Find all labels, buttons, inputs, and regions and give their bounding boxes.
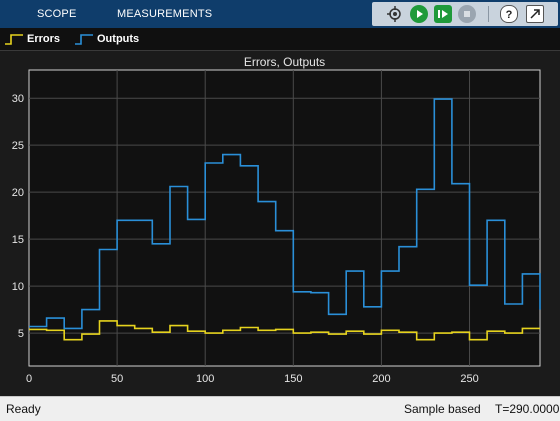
series-line-outputs — [29, 98, 541, 330]
stop-icon[interactable] — [458, 5, 476, 23]
simulation-controls: ? — [372, 2, 558, 26]
step-forward-icon[interactable] — [434, 5, 452, 23]
y-tick-label-4: 25 — [12, 140, 24, 152]
y-tick-label-1: 10 — [12, 281, 24, 293]
y-tick-label-2: 15 — [12, 234, 24, 246]
x-tick-label-5: 250 — [460, 373, 478, 385]
toolbar-separator — [488, 6, 489, 22]
svg-text:?: ? — [506, 9, 513, 21]
plot-axes-box — [28, 69, 541, 367]
highlight-simulink-block-icon[interactable] — [386, 5, 404, 23]
status-bar: Ready Sample based T=290.0000 — [0, 396, 560, 421]
undock-icon[interactable] — [526, 5, 544, 23]
status-mode: Sample based — [404, 402, 481, 416]
x-tick-label-4: 200 — [372, 373, 390, 385]
legend-label-outputs: Outputs — [97, 33, 140, 45]
legend: Errors Outputs — [0, 28, 560, 51]
legend-swatch-outputs — [75, 34, 93, 45]
scope-chart[interactable]: Errors, Outputs 0 50 100 150 200 250 5 10 15 20 25 3… — [0, 51, 560, 396]
y-tick-label-0: 5 — [18, 328, 24, 340]
tab-measurements[interactable]: MEASUREMENTS — [117, 8, 213, 20]
series-line-errors — [29, 320, 540, 341]
status-time: T=290.0000 — [495, 402, 560, 416]
run-icon[interactable] — [410, 5, 428, 23]
plot-panel: Errors, Outputs 0 50 100 150 200 250 5 10 15 20 25 3… — [0, 51, 560, 396]
x-tick-label-0: 0 — [26, 373, 32, 385]
tab-scope[interactable]: SCOPE — [37, 8, 77, 20]
legend-item-outputs[interactable]: Outputs — [74, 32, 139, 46]
x-tick-label-2: 100 — [196, 373, 214, 385]
help-icon[interactable]: ? — [500, 5, 518, 23]
chart-title: Errors, Outputs — [244, 55, 325, 69]
legend-item-errors[interactable]: Errors — [4, 32, 60, 46]
y-tick-label-3: 20 — [12, 187, 24, 199]
scope-toolbar: SCOPE MEASUREMENTS ? — [0, 0, 560, 28]
y-tick-label-5: 30 — [12, 93, 24, 105]
legend-label-errors: Errors — [27, 33, 61, 45]
legend-swatch-errors — [5, 34, 23, 45]
x-tick-label-1: 50 — [111, 373, 123, 385]
x-tick-label-3: 150 — [284, 373, 302, 385]
status-state: Ready — [6, 402, 41, 416]
